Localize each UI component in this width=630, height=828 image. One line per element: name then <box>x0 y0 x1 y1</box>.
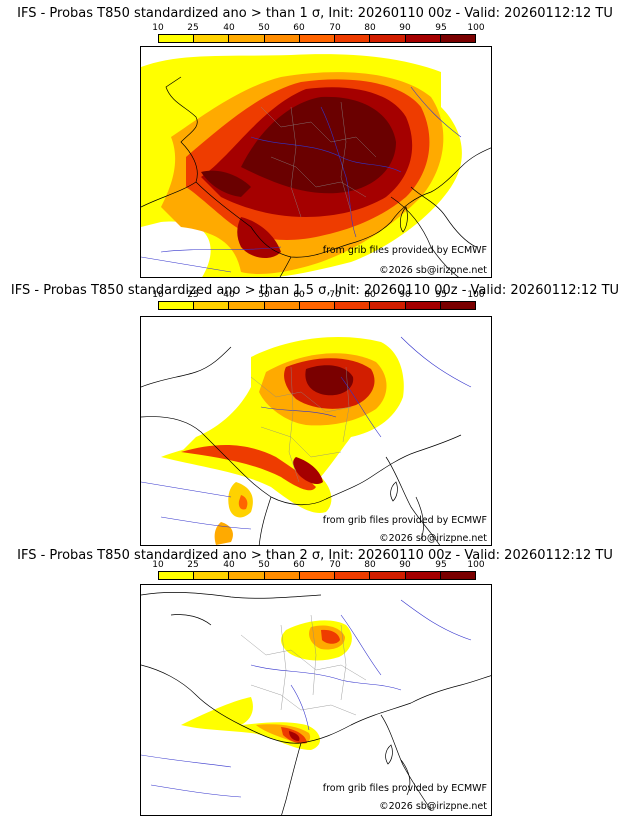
colorbar-swatch <box>194 572 230 579</box>
colorbar-tick: 25 <box>187 290 199 300</box>
colorbar-tick: 100 <box>467 290 485 300</box>
colorbar-tick: 25 <box>187 560 199 570</box>
colorbar-tick: 95 <box>435 23 447 33</box>
colorbar-swatch <box>159 35 195 42</box>
copyright: ©2026 sb@irizpne.net <box>379 265 487 276</box>
data-credit: from grib files provided by ECMWF <box>322 515 487 526</box>
colorbar-tick: 50 <box>258 23 270 33</box>
colorbar-tick: 25 <box>187 23 199 33</box>
colorbar-tick: 90 <box>399 560 411 570</box>
colorbar-tick: 90 <box>399 290 411 300</box>
rivers <box>141 599 472 798</box>
colorbar-swatch <box>440 302 475 309</box>
colorbar-swatch <box>159 302 195 309</box>
colorbar-tick: 10 <box>152 23 164 33</box>
colorbar-swatch <box>405 302 441 309</box>
colorbar-swatch <box>299 572 336 579</box>
panel-2-title: IFS - Probas T850 standardized ano > tha… <box>10 283 620 298</box>
colorbar-tick: 10 <box>152 290 164 300</box>
colorbar-tick: 40 <box>223 290 235 300</box>
coastlines <box>141 76 491 277</box>
colorbar-swatches <box>158 34 476 43</box>
colorbar-swatch <box>370 35 406 42</box>
colorbar-swatch <box>299 302 336 309</box>
colorbar-tick: 95 <box>435 560 447 570</box>
colorbar-swatch <box>229 302 265 309</box>
colorbar-ticks: 10 25 40 50 60 70 80 90 95 100 <box>152 290 484 301</box>
colorbar-swatch <box>264 572 300 579</box>
rivers <box>141 86 462 273</box>
departments <box>240 614 367 716</box>
departments <box>260 101 377 218</box>
probability-map-3 <box>141 592 491 815</box>
coastlines <box>141 592 491 815</box>
colorbar-swatch <box>405 572 441 579</box>
colorbar-swatch <box>229 572 265 579</box>
colorbar-ticks: 10 25 40 50 60 70 80 90 95 100 <box>152 23 484 34</box>
colorbar-swatch <box>264 302 300 309</box>
data-credit: from grib files provided by ECMWF <box>322 783 487 794</box>
colorbar-tick: 40 <box>223 560 235 570</box>
colorbar-tick: 50 <box>258 560 270 570</box>
colorbar-tick: 60 <box>293 23 305 33</box>
colorbar-tick: 100 <box>467 23 485 33</box>
colorbar-tick: 50 <box>258 290 270 300</box>
colorbar-tick: 70 <box>329 560 341 570</box>
colorbar-swatch <box>159 572 195 579</box>
colorbar-swatch <box>229 35 265 42</box>
probability-shading <box>141 54 462 277</box>
panel-3-map: from grib files provided by ECMWF ©2026 … <box>140 584 492 816</box>
panel-2-map: from grib files provided by ECMWF ©2026 … <box>140 316 492 546</box>
colorbar-swatch <box>299 35 336 42</box>
colorbar-tick: 60 <box>293 560 305 570</box>
panel-1-colorbar: 10 25 40 50 60 70 80 90 95 100 <box>152 23 485 45</box>
colorbar-swatch <box>194 35 230 42</box>
colorbar-swatch <box>335 302 371 309</box>
copyright: ©2026 sb@irizpne.net <box>379 533 487 544</box>
colorbar-swatches <box>158 571 476 580</box>
colorbar-tick: 80 <box>364 560 376 570</box>
colorbar-tick: 80 <box>364 23 376 33</box>
colorbar-swatch <box>335 572 371 579</box>
colorbar-tick: 60 <box>293 290 305 300</box>
panel-3-title: IFS - Probas T850 standardized ano > tha… <box>17 548 613 563</box>
probability-map-1 <box>141 54 491 277</box>
colorbar-tick: 40 <box>223 23 235 33</box>
panel-3-colorbar: 10 25 40 50 60 70 80 90 95 100 <box>152 560 485 582</box>
colorbar-tick: 10 <box>152 560 164 570</box>
rivers <box>141 336 472 530</box>
colorbar-tick: 90 <box>399 23 411 33</box>
probability-map-2 <box>141 336 472 545</box>
panel-1-title: IFS - Probas T850 standardized ano > tha… <box>17 6 613 21</box>
departments <box>250 366 352 483</box>
colorbar-swatch <box>440 35 475 42</box>
panel-1-map: from grib files provided by ECMWF ©2026 … <box>140 46 492 278</box>
colorbar-swatch <box>440 572 475 579</box>
colorbar-tick: 100 <box>467 560 485 570</box>
copyright: ©2026 sb@irizpne.net <box>379 801 487 812</box>
colorbar-ticks: 10 25 40 50 60 70 80 90 95 100 <box>152 560 484 571</box>
colorbar-swatch <box>335 35 371 42</box>
coastlines <box>141 346 462 545</box>
data-credit: from grib files provided by ECMWF <box>322 245 487 256</box>
colorbar-tick: 95 <box>435 290 447 300</box>
colorbar-swatch <box>264 35 300 42</box>
colorbar-swatch <box>405 35 441 42</box>
probability-shading <box>181 620 352 750</box>
colorbar-swatch <box>370 572 406 579</box>
colorbar-swatches <box>158 301 476 310</box>
colorbar-tick: 80 <box>364 290 376 300</box>
colorbar-swatch <box>194 302 230 309</box>
colorbar-swatch <box>370 302 406 309</box>
panel-2-colorbar: 10 25 40 50 60 70 80 90 95 100 <box>152 290 485 312</box>
colorbar-tick: 70 <box>329 23 341 33</box>
probability-shading <box>161 337 404 545</box>
colorbar-tick: 70 <box>329 290 341 300</box>
